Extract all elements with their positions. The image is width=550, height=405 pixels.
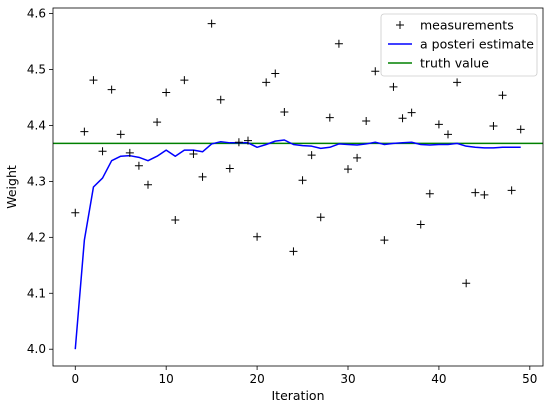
measurement-point xyxy=(171,216,180,225)
measurement-point xyxy=(153,118,162,127)
y-tick-label: 4.0 xyxy=(27,342,46,356)
measurement-point xyxy=(444,130,452,139)
measurement-point xyxy=(253,232,262,241)
measurement-point xyxy=(262,78,271,87)
measurement-point xyxy=(480,190,489,199)
y-tick-label: 4.5 xyxy=(27,63,46,77)
y-tick-label: 4.3 xyxy=(27,174,46,188)
legend-box xyxy=(380,13,538,77)
measurement-point xyxy=(298,176,307,185)
estimate-line xyxy=(74,139,521,350)
measurement-point xyxy=(334,39,343,48)
x-tick-label: 20 xyxy=(249,372,264,386)
measurement-point xyxy=(116,130,125,139)
measurement-point xyxy=(516,125,525,134)
legend-marker-measurements xyxy=(396,21,404,29)
x-axis: 0 10 20 30 40 50 xyxy=(71,366,537,386)
measurement-point xyxy=(189,149,198,158)
measurement-point xyxy=(289,247,298,256)
legend-label-estimate: a posteri estimate xyxy=(420,37,534,52)
legend-plus-marker xyxy=(396,21,404,29)
x-tick-label: 40 xyxy=(431,372,446,386)
x-tick-label: 10 xyxy=(159,372,174,386)
measurement-point xyxy=(180,76,189,85)
measurement-point xyxy=(198,172,207,181)
x-tick-label: 50 xyxy=(522,372,537,386)
y-tick-label: 4.4 xyxy=(27,118,46,132)
measurement-point xyxy=(280,108,289,117)
measurement-point xyxy=(407,108,416,117)
measurement-point xyxy=(471,188,480,197)
x-tick-label: 30 xyxy=(340,372,355,386)
measurement-point xyxy=(244,136,252,145)
measurement-point xyxy=(344,165,352,174)
measurement-point xyxy=(216,95,225,104)
plot-area xyxy=(53,19,543,350)
measurement-point xyxy=(316,213,325,222)
y-axis-label: Weight xyxy=(4,165,19,209)
measurement-point xyxy=(371,67,380,76)
x-tick-label: 0 xyxy=(71,372,79,386)
measurement-point xyxy=(453,78,462,87)
y-axis: 4.0 4.1 4.2 4.3 4.4 4.5 4.6 xyxy=(27,7,53,356)
measurement-point xyxy=(162,88,171,97)
measurement-point xyxy=(89,76,98,85)
measurement-point xyxy=(362,116,371,125)
measurement-point xyxy=(98,147,107,156)
measurement-point xyxy=(380,236,389,245)
measurement-point xyxy=(234,138,243,147)
measurement-point xyxy=(462,279,471,288)
measurement-point xyxy=(498,91,507,100)
measurement-point xyxy=(125,148,134,157)
measurement-point xyxy=(389,82,398,91)
legend: measurements a posteri estimate truth va… xyxy=(380,13,538,77)
measurement-point xyxy=(134,161,143,170)
measurement-point xyxy=(353,153,362,162)
x-axis-label: Iteration xyxy=(271,388,324,403)
y-tick-label: 4.1 xyxy=(27,286,46,300)
axes-frame xyxy=(52,7,544,367)
legend-label-truth: truth value xyxy=(420,56,489,71)
measurement-point xyxy=(271,69,280,78)
measurement-point xyxy=(225,164,234,173)
measurement-point xyxy=(207,19,216,28)
measurement-point xyxy=(489,122,498,131)
y-tick-label: 4.2 xyxy=(27,230,46,244)
measurement-point xyxy=(80,127,89,136)
measurement-point xyxy=(325,113,334,122)
legend-label-measurements: measurements xyxy=(420,18,514,33)
measurement-point xyxy=(425,189,434,198)
measurement-point xyxy=(71,208,80,217)
measurement-point xyxy=(144,180,152,189)
measurement-point xyxy=(416,220,425,229)
measurement-point xyxy=(307,151,316,160)
y-tick-label: 4.6 xyxy=(27,7,46,21)
measurement-point xyxy=(107,85,116,94)
measurement-point xyxy=(398,114,407,123)
measurement-point xyxy=(434,120,443,129)
measurement-point xyxy=(507,186,516,195)
